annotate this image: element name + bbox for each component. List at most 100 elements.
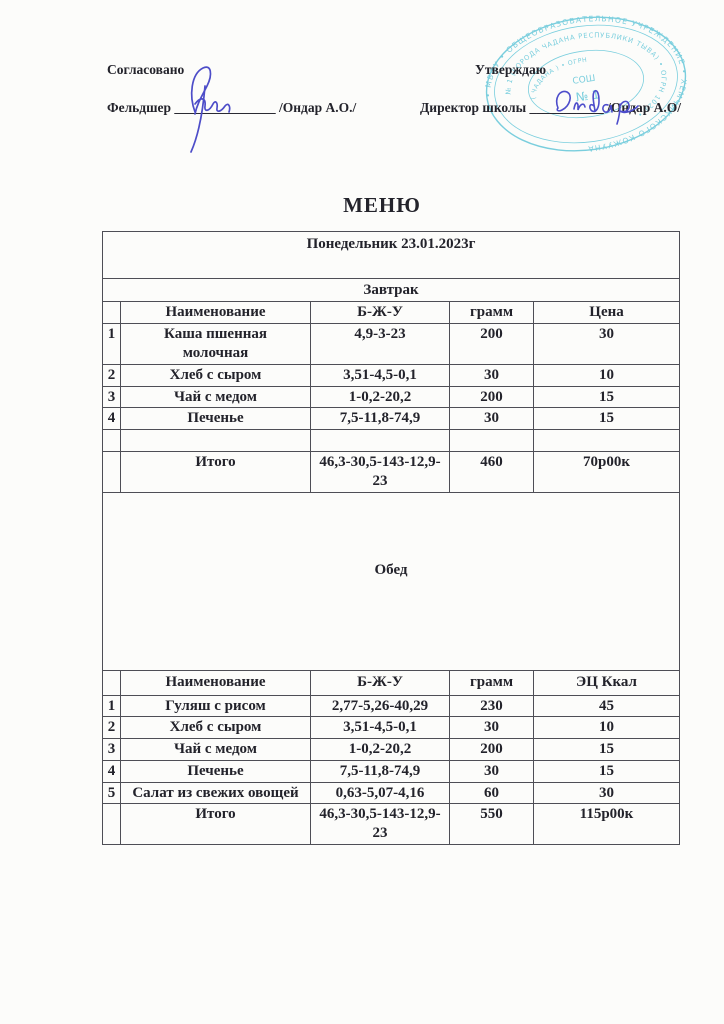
table-row: 2 Хлеб с сыром 3,51-4,5-0,1 30 10: [102, 363, 681, 387]
total-gram: 460: [449, 451, 534, 493]
cell-num: [102, 451, 121, 493]
table-row-total: Итого 46,3-30,5-143-12,9- 23 460 70р00к: [102, 451, 681, 493]
cell-num: 4: [102, 759, 121, 783]
approved-by-label: Согласовано: [107, 62, 185, 77]
cell-kcal: 15: [532, 738, 681, 761]
total-label: Итого: [120, 803, 311, 845]
col-header-kcal: ЭЦ Ккал: [532, 669, 681, 696]
table-row: 2 Хлеб с сыром 3,51-4,5-0,1 30 10: [102, 716, 681, 739]
col-header-gram: грамм: [449, 301, 534, 324]
table-row: 5 Салат из свежих овощей 0,63-5,07-4,16 …: [102, 781, 681, 805]
cell-price: 15: [532, 407, 681, 430]
director-role-label: Директор школы: [420, 100, 530, 115]
table-row: 4 Печенье 7,5-11,8-74,9 30 15: [102, 759, 681, 783]
table-row-day: Понедельник 23.01.2023г: [101, 231, 681, 279]
director-underline: ___________: [529, 100, 604, 115]
cell-dish-name: Гуляш с рисом: [120, 694, 311, 718]
school-stamp-seal: • МБОУ • ОБЩЕОБРАЗОВАТЕЛЬНОЕ УЧРЕЖДЕНИЕ …: [474, 1, 697, 165]
cell-dish-name: Чай с медом: [120, 385, 311, 409]
col-header-name: Наименование: [120, 669, 311, 696]
stamp-ring-text-outer: • МБОУ • ОБЩЕОБРАЗОВАТЕЛЬНОЕ УЧРЕЖДЕНИЕ …: [474, 1, 697, 165]
cell-kcal: 30: [532, 781, 681, 805]
cell-dish-name: Печенье: [120, 759, 311, 783]
cell-num: 4: [102, 407, 121, 430]
feldsher-signature-line: Фельдшер _______________ /Ондар А.О./: [107, 100, 356, 116]
feldsher-role-label: Фельдшер: [107, 100, 175, 115]
approve-label: Утверждаю: [475, 62, 547, 77]
table-row: 4 Печенье 7,5-11,8-74,9 30 15: [102, 407, 681, 430]
table-row: 3 Чай с медом 1-0,2-20,2 200 15: [102, 738, 681, 761]
cell-kcal: 45: [532, 694, 681, 718]
feldsher-name-label: /Ондар А.О./: [275, 100, 357, 115]
empty-cell: [532, 429, 681, 452]
cell-kcal: 15: [532, 759, 681, 783]
empty-cell: [120, 429, 311, 452]
total-label: Итого: [120, 451, 311, 493]
table-row-empty: [102, 429, 681, 452]
table-row-section: Обед: [101, 491, 681, 671]
table-row: 1 Гуляш с рисом 2,77-5,26-40,29 230 45: [102, 694, 681, 718]
cell-price: 15: [532, 385, 681, 409]
col-header-num: [102, 669, 121, 696]
col-header-num: [102, 301, 121, 324]
cell-num: 3: [102, 385, 121, 409]
cell-dish-name: Печенье: [120, 407, 311, 430]
feldsher-underline: _______________: [174, 100, 276, 115]
cell-bju: 3,51-4,5-0,1: [310, 363, 450, 387]
table-row-section: Завтрак: [101, 278, 681, 302]
cell-dish-name: Хлеб с сыром: [120, 363, 311, 387]
empty-cell: [449, 429, 534, 452]
svg-text:• МБОУ • ОБЩЕОБРАЗОВАТЕЛЬНОЕ: • МБОУ • ОБЩЕОБРАЗОВАТЕЛЬНОЕ УЧРЕЖДЕНИЕ …: [474, 1, 697, 165]
cell-gram: 30: [449, 363, 534, 387]
cell-bju: 1-0,2-20,2: [310, 385, 450, 409]
table-row-header: Наименование Б-Ж-У грамм Цена: [102, 301, 681, 324]
menu-table: Понедельник 23.01.2023г Завтрак Наименов…: [101, 231, 681, 845]
col-header-name: Наименование: [120, 301, 311, 324]
col-header-gram: грамм: [449, 669, 534, 696]
cell-num: 5: [102, 781, 121, 805]
stamp-ring-text-inner: № 1 (ГОРОДА ЧАДАНА РЕСПУБЛИКИ ТЫВА) • ОГ…: [497, 21, 673, 137]
cell-gram: 30: [449, 716, 534, 739]
cell-dish-name: Каша пшенная молочная: [120, 322, 311, 365]
cell-gram: 30: [449, 407, 534, 430]
table-row-total: Итого 46,3-30,5-143-12,9- 23 550 115р00к: [102, 803, 681, 845]
cell-gram: 200: [449, 385, 534, 409]
total-bju: 46,3-30,5-143-12,9- 23: [310, 803, 450, 845]
total-bju: 46,3-30,5-143-12,9- 23: [310, 451, 450, 493]
cell-dish-name: Чай с медом: [120, 738, 311, 761]
cell-gram: 230: [449, 694, 534, 718]
lunch-section-cell: Обед: [101, 491, 681, 671]
cell-num: [102, 803, 121, 845]
cell-bju: 2,77-5,26-40,29: [310, 694, 450, 718]
page-title: МЕНЮ: [343, 193, 421, 217]
cell-bju: 4,9-3-23: [310, 322, 450, 365]
director-signature-line: Директор школы ___________ /Ондар А.О/: [420, 100, 681, 116]
cell-num: 1: [102, 322, 121, 365]
cell-num: 3: [102, 738, 121, 761]
breakfast-section-cell: Завтрак: [101, 278, 681, 302]
cell-gram: 60: [449, 781, 534, 805]
cell-bju: 3,51-4,5-0,1: [310, 716, 450, 739]
empty-cell: [310, 429, 450, 452]
cell-bju: 7,5-11,8-74,9: [310, 759, 450, 783]
cell-dish-name: Хлеб с сыром: [120, 716, 311, 739]
cell-dish-name: Салат из свежих овощей: [120, 781, 311, 805]
col-header-bju: Б-Ж-У: [310, 669, 450, 696]
col-header-bju: Б-Ж-У: [310, 301, 450, 324]
cell-bju: 0,63-5,07-4,16: [310, 781, 450, 805]
day-header-cell: Понедельник 23.01.2023г: [101, 231, 681, 279]
cell-bju: 1-0,2-20,2: [310, 738, 450, 761]
total-gram: 550: [449, 803, 534, 845]
table-row: 1 Каша пшенная молочная 4,9-3-23 200 30: [102, 322, 681, 365]
cell-num: 2: [102, 716, 121, 739]
cell-gram: 30: [449, 759, 534, 783]
cell-gram: 200: [449, 738, 534, 761]
empty-cell: [102, 429, 121, 452]
cell-price: 10: [532, 363, 681, 387]
table-row: 3 Чай с медом 1-0,2-20,2 200 15: [102, 385, 681, 409]
director-name-label: /Ондар А.О/: [603, 100, 681, 115]
col-header-price: Цена: [532, 301, 681, 324]
cell-gram: 200: [449, 322, 534, 365]
total-price: 70р00к: [532, 451, 681, 493]
